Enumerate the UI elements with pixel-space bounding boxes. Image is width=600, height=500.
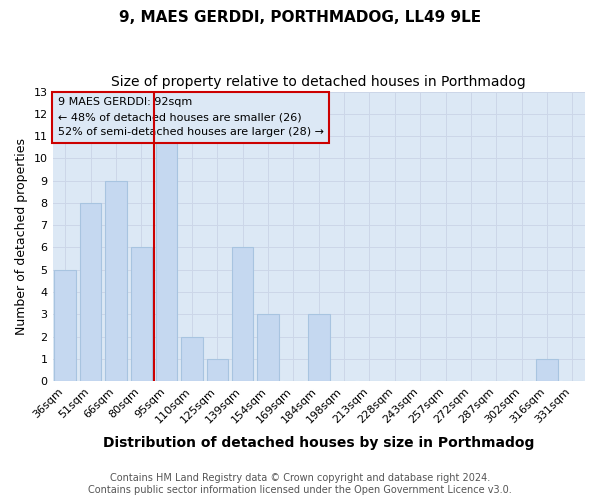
Text: Contains HM Land Registry data © Crown copyright and database right 2024.
Contai: Contains HM Land Registry data © Crown c… [88,474,512,495]
Bar [536,359,558,381]
Text: 9 MAES GERDDI: 92sqm
← 48% of detached houses are smaller (26)
52% of semi-detac: 9 MAES GERDDI: 92sqm ← 48% of detached h… [58,98,324,137]
Bar [55,270,76,381]
Title: Size of property relative to detached houses in Porthmadog: Size of property relative to detached ho… [112,75,526,89]
X-axis label: Distribution of detached houses by size in Porthmadog: Distribution of detached houses by size … [103,436,535,450]
Text: 9, MAES GERDDI, PORTHMADOG, LL49 9LE: 9, MAES GERDDI, PORTHMADOG, LL49 9LE [119,10,481,25]
Y-axis label: Number of detached properties: Number of detached properties [15,138,28,335]
Bar [156,136,178,381]
Bar [308,314,329,381]
Bar [232,248,253,381]
Bar [257,314,279,381]
Bar [80,203,101,381]
Bar [131,248,152,381]
Bar [181,336,203,381]
Bar [105,180,127,381]
Bar [206,359,228,381]
